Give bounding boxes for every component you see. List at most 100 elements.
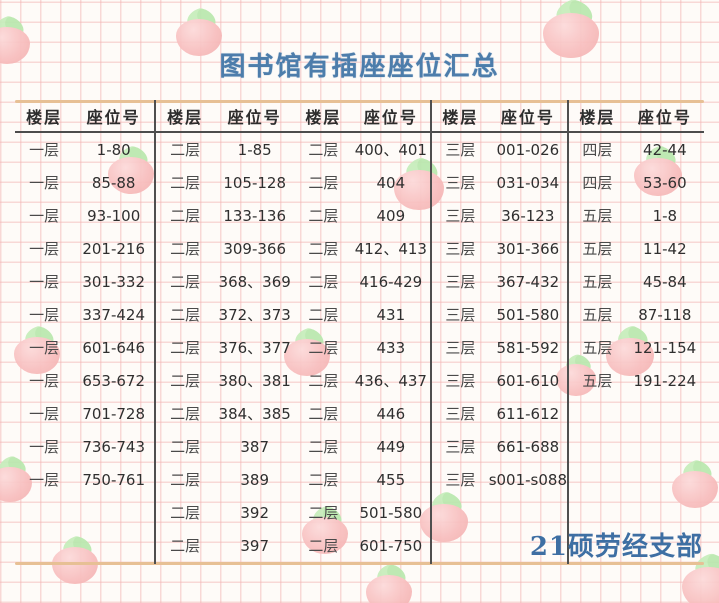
floor-cell: 二层 bbox=[170, 471, 201, 489]
table-row: 三层 611-612 bbox=[432, 397, 567, 430]
floor-cell: 一层 bbox=[29, 174, 60, 192]
seat-cell: 433 bbox=[376, 338, 406, 357]
signature: 21硕劳经支部 bbox=[529, 532, 703, 562]
floor-cell: 二层 bbox=[170, 240, 201, 258]
floor-cell: 一层 bbox=[29, 273, 60, 291]
column-body: 一层 1-80 一层 85-88 一层 93-100 一层 201-216 一层 301-332 一… bbox=[15, 133, 154, 562]
seat-cell: 53-60 bbox=[643, 173, 687, 192]
table-row: 二层 133-136 bbox=[156, 199, 295, 232]
seat-cell: 372、373 bbox=[218, 306, 291, 324]
table-row: 一层 85-88 bbox=[15, 166, 154, 199]
floor-cell: 二层 bbox=[308, 141, 339, 159]
seat-cell: 661-688 bbox=[496, 437, 560, 456]
table-row: 二层 455 bbox=[295, 463, 430, 496]
floor-cell: 三层 bbox=[445, 273, 476, 291]
column-header: 楼层 座位号 bbox=[569, 100, 704, 132]
column-divider bbox=[154, 100, 156, 564]
table-row: 二层 376、377 bbox=[156, 331, 295, 364]
seat-cell: 1-80 bbox=[96, 140, 131, 159]
floor-cell: 一层 bbox=[29, 405, 60, 423]
seat-cell: 446 bbox=[376, 404, 406, 423]
table-row: 一层 93-100 bbox=[15, 199, 154, 232]
seat-cell: 42-44 bbox=[643, 140, 687, 159]
floor-cell: 三层 bbox=[445, 372, 476, 390]
table-row: 二层 105-128 bbox=[156, 166, 295, 199]
floor-cell: 二层 bbox=[308, 438, 339, 456]
floor-cell: 一层 bbox=[29, 471, 60, 489]
column-pair-3: 楼层 座位号 二层 400、401 二层 404 二层 409 二层 412、413 二层 416… bbox=[295, 100, 430, 562]
table-row: 三层 581-592 bbox=[432, 331, 567, 364]
floor-cell: 一层 bbox=[29, 372, 60, 390]
floor-cell: 二层 bbox=[170, 405, 201, 423]
table-row: 一层 1-80 bbox=[15, 133, 154, 166]
seat-cell: 1-85 bbox=[237, 140, 272, 159]
column-body: 二层 1-85 二层 105-128 二层 133-136 二层 309-366 二层 368、3… bbox=[156, 133, 295, 562]
seat-header: 座位号 bbox=[363, 108, 418, 127]
floor-cell: 三层 bbox=[445, 438, 476, 456]
floor-cell: 五层 bbox=[582, 273, 613, 291]
floor-cell: 四层 bbox=[582, 174, 613, 192]
table-row: 三层 36-123 bbox=[432, 199, 567, 232]
floor-cell: 二层 bbox=[308, 339, 339, 357]
floor-header: 楼层 bbox=[26, 108, 63, 127]
seat-cell: 653-672 bbox=[82, 371, 146, 390]
seat-cell: 501-580 bbox=[359, 503, 423, 522]
seat-cell: 449 bbox=[376, 437, 406, 456]
table-row: 二层 449 bbox=[295, 430, 430, 463]
table-row: 二层 431 bbox=[295, 298, 430, 331]
floor-cell: 二层 bbox=[308, 405, 339, 423]
floor-cell: 四层 bbox=[582, 141, 613, 159]
table-row: 二层 501-580 bbox=[295, 496, 430, 529]
table-row: 二层 601-750 bbox=[295, 529, 430, 562]
seat-cell: 031-034 bbox=[496, 173, 560, 192]
table-bottom-rule bbox=[15, 562, 704, 565]
table-row: 四层 53-60 bbox=[569, 166, 704, 199]
table-row: 二层 436、437 bbox=[295, 364, 430, 397]
seat-cell: 400、401 bbox=[354, 141, 427, 159]
seat-cell: s001-s088 bbox=[488, 470, 567, 489]
table-row bbox=[432, 496, 567, 529]
floor-cell: 三层 bbox=[445, 306, 476, 324]
seat-cell: 601-750 bbox=[359, 536, 423, 555]
seat-header: 座位号 bbox=[86, 108, 141, 127]
floor-cell: 一层 bbox=[29, 207, 60, 225]
column-header: 楼层 座位号 bbox=[432, 100, 567, 132]
column-divider bbox=[430, 100, 432, 564]
floor-cell: 二层 bbox=[170, 141, 201, 159]
seat-cell: 501-580 bbox=[496, 305, 560, 324]
floor-cell: 二层 bbox=[308, 537, 339, 555]
table-row: 二层 392 bbox=[156, 496, 295, 529]
floor-cell: 五层 bbox=[582, 372, 613, 390]
table-row: 三层 501-580 bbox=[432, 298, 567, 331]
table-row: 五层 191-224 bbox=[569, 364, 704, 397]
floor-cell: 二层 bbox=[308, 306, 339, 324]
table-row bbox=[569, 397, 704, 430]
table-row: 二层 1-85 bbox=[156, 133, 295, 166]
floor-header: 楼层 bbox=[305, 108, 342, 127]
floor-cell: 二层 bbox=[170, 339, 201, 357]
table-row: 四层 42-44 bbox=[569, 133, 704, 166]
table-row: 三层 301-366 bbox=[432, 232, 567, 265]
floor-cell: 二层 bbox=[308, 273, 339, 291]
table-row: 五层 45-84 bbox=[569, 265, 704, 298]
table-row: 一层 301-332 bbox=[15, 265, 154, 298]
table-row: 一层 750-761 bbox=[15, 463, 154, 496]
header-underline bbox=[15, 131, 704, 133]
seat-cell: 581-592 bbox=[496, 338, 560, 357]
seat-cell: 105-128 bbox=[223, 173, 287, 192]
column-pair-4: 楼层 座位号 三层 001-026 三层 031-034 三层 36-123 三层 301-3… bbox=[432, 100, 567, 562]
seat-cell: 133-136 bbox=[223, 206, 287, 225]
table-row: 二层 416-429 bbox=[295, 265, 430, 298]
column-body: 四层 42-44 四层 53-60 五层 1-8 五层 11-42 五层 45-84 五层 87-11… bbox=[569, 133, 704, 562]
floor-header: 楼层 bbox=[579, 108, 616, 127]
seat-cell: 36-123 bbox=[501, 206, 555, 225]
table-row: 一层 201-216 bbox=[15, 232, 154, 265]
seat-cell: 397 bbox=[240, 536, 269, 555]
seat-header: 座位号 bbox=[500, 108, 555, 127]
seat-cell: 368、369 bbox=[218, 273, 291, 291]
table-row bbox=[569, 430, 704, 463]
floor-cell: 五层 bbox=[582, 240, 613, 258]
seat-cell: 750-761 bbox=[82, 470, 146, 489]
floor-cell: 二层 bbox=[308, 471, 339, 489]
